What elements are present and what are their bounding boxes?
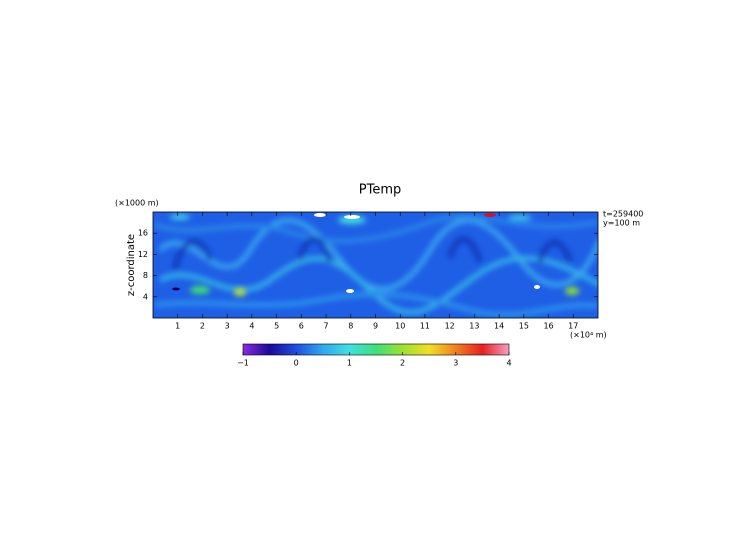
colorbar-tick-label: 0 [294, 359, 299, 368]
x-tick-label: 15 [519, 322, 529, 331]
colorbar-tick-label: 2 [400, 359, 405, 368]
chart-title: PTemp [359, 183, 402, 198]
colorbar-tick-label: 4 [506, 359, 511, 368]
x-tick-label: 6 [299, 322, 304, 331]
x-tick-label: 1 [175, 322, 180, 331]
x-tick-label: 17 [568, 322, 578, 331]
x-tick-label: 16 [543, 322, 553, 331]
x-tick-label: 12 [445, 322, 455, 331]
y-tick-label: 4 [143, 292, 148, 301]
x-tick-label: 3 [225, 322, 230, 331]
x-tick-label: 9 [373, 322, 378, 331]
colorbar-tick-label: 1 [347, 359, 352, 368]
annotation: y=100 m [603, 219, 640, 228]
x-tick-label: 2 [200, 322, 205, 331]
x-tick-label: 8 [348, 322, 353, 331]
x-tick-label: 7 [324, 322, 329, 331]
y-axis-label: z-coordinate [126, 234, 137, 296]
y-unit: (×1000 m) [115, 199, 159, 208]
x-tick-label: 13 [469, 322, 479, 331]
x-tick-label: 10 [395, 322, 405, 331]
y-tick-label: 16 [138, 229, 148, 238]
colorbar-tick-label: −1 [237, 359, 249, 368]
annotation: t=259400 [603, 210, 643, 219]
colorbar [242, 343, 510, 356]
x-tick-label: 4 [249, 322, 254, 331]
x-axis-label: (×10⁴ m) [570, 331, 607, 340]
x-tick-label: 5 [274, 322, 279, 331]
x-tick-label: 11 [420, 322, 430, 331]
colorbar-tick-label: 3 [453, 359, 458, 368]
y-tick-label: 8 [143, 271, 148, 280]
field [153, 212, 598, 318]
x-tick-label: 14 [494, 322, 504, 331]
y-tick-label: 12 [138, 250, 148, 259]
